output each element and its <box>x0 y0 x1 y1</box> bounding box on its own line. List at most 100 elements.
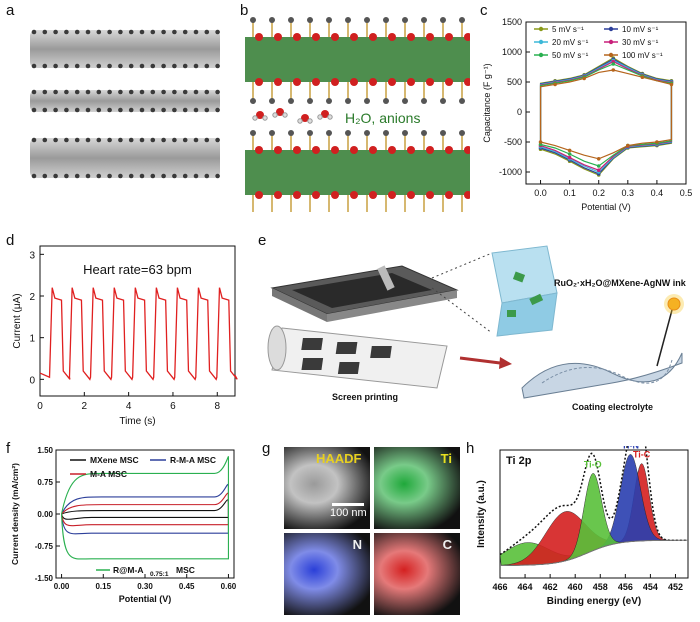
water-hydrogen <box>327 114 333 120</box>
atom <box>426 191 434 199</box>
series-marker <box>640 75 645 79</box>
atom <box>182 63 188 69</box>
atom <box>193 137 199 143</box>
atom <box>464 33 470 41</box>
x-tick-label: 456 <box>618 582 633 592</box>
atom <box>96 63 102 69</box>
atom <box>128 107 134 113</box>
atom <box>118 173 123 179</box>
x-tick-label: 8 <box>214 401 220 412</box>
atom <box>407 191 415 199</box>
water-oxygen <box>276 108 284 116</box>
atom <box>440 98 446 104</box>
atom <box>269 130 275 136</box>
atom <box>31 107 37 113</box>
atom <box>204 89 210 95</box>
atom <box>64 89 69 95</box>
atom <box>182 173 188 179</box>
atom <box>402 17 408 23</box>
atom <box>193 63 199 69</box>
water-hydrogen <box>272 112 278 118</box>
atom <box>150 63 156 69</box>
heart-rate-annotation: Heart rate=63 bpm <box>83 262 192 277</box>
atom <box>269 17 275 23</box>
layer-top <box>245 37 470 82</box>
atom <box>312 146 320 154</box>
atom <box>345 98 351 104</box>
series-loop <box>60 499 229 520</box>
atom <box>369 78 377 86</box>
series-marker <box>553 82 557 87</box>
series-loop <box>60 492 229 527</box>
x-tick-label: 464 <box>518 582 533 592</box>
panel-label-e: e <box>258 232 267 249</box>
water-oxygen <box>321 110 329 118</box>
atom <box>250 17 256 23</box>
x-tick-label: 452 <box>668 582 683 592</box>
legend-label: 30 mV s⁻¹ <box>622 38 659 47</box>
layer-bottom <box>245 150 470 195</box>
atom <box>350 33 358 41</box>
atom <box>53 63 58 69</box>
atom <box>42 137 48 143</box>
peak-label: Ti-N <box>622 446 639 450</box>
atom <box>85 173 91 179</box>
atom <box>215 137 220 143</box>
atom <box>364 130 370 136</box>
atom <box>288 130 294 136</box>
atom <box>269 98 275 104</box>
atom <box>383 17 389 23</box>
ink-flake-1 <box>512 271 526 283</box>
process-arrow <box>459 356 501 365</box>
atom <box>388 33 396 41</box>
atom <box>350 146 358 154</box>
printed-pad-5 <box>337 362 360 374</box>
atom <box>464 146 470 154</box>
device-wire <box>656 309 673 367</box>
printed-sheet <box>271 327 448 389</box>
atom <box>139 173 145 179</box>
x-axis-label: Potential (V) <box>119 594 172 604</box>
atom <box>388 78 396 86</box>
series-marker <box>567 155 572 160</box>
series-marker <box>669 82 674 87</box>
atom <box>172 107 177 113</box>
y-tick-label: 1 <box>29 334 35 345</box>
atom <box>161 63 166 69</box>
atom <box>128 63 134 69</box>
water-hydrogen <box>282 112 288 118</box>
atom <box>369 191 377 199</box>
atom <box>74 107 80 113</box>
y-tick-label: 0 <box>29 375 35 386</box>
legend-marker <box>538 39 544 45</box>
x-tick-label: 0.2 <box>592 188 605 198</box>
atom <box>421 130 427 136</box>
atom <box>331 78 339 86</box>
atom <box>350 191 358 199</box>
atom <box>85 89 91 95</box>
legend-label: 100 mV s⁻¹ <box>622 51 663 60</box>
baseline-line <box>499 539 689 566</box>
y-tick-label: 3 <box>29 250 35 261</box>
atom <box>172 63 177 69</box>
legend-marker <box>608 26 614 32</box>
atom <box>118 89 123 95</box>
atom <box>118 137 123 143</box>
y-tick-label: 0.75 <box>37 478 53 487</box>
atom <box>255 78 263 86</box>
atom <box>293 146 301 154</box>
atom <box>426 78 434 86</box>
panel-label-a: a <box>6 2 15 19</box>
atom <box>107 173 112 179</box>
eds-tile-label: HAADF <box>316 451 362 466</box>
atom <box>288 98 294 104</box>
ink-label: RuO₂·xH₂O@MXene-AgNW ink <box>554 278 687 288</box>
atom <box>193 29 199 35</box>
water-hydrogen <box>317 114 323 120</box>
atom <box>107 63 112 69</box>
panel-e-schematic: RuO₂·xH₂O@MXene-AgNW ink Screen printing… <box>267 245 687 412</box>
legend-label: 5 mV s⁻¹ <box>552 25 584 34</box>
panel-label-h: h <box>466 440 475 457</box>
atom <box>215 63 220 69</box>
atom <box>383 130 389 136</box>
